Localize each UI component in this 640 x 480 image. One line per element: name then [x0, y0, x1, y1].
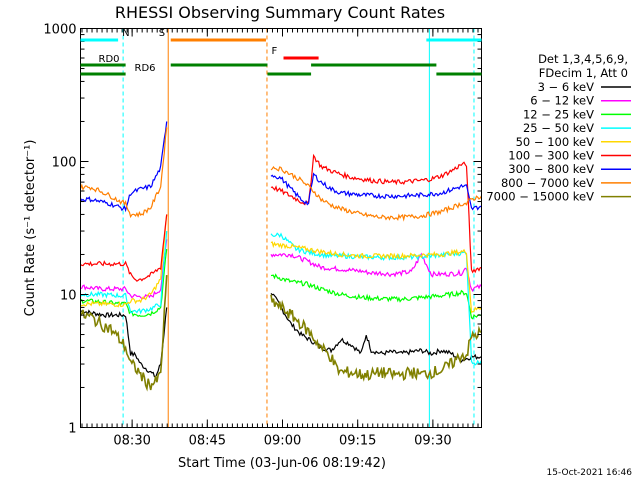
legend-label-12-25-kev: 12 − 25 keV	[523, 107, 594, 121]
legend-label-100-300-kev: 100 − 300 keV	[508, 149, 594, 163]
x-axis-label: Start Time (03-Jun-06 08:19:42)	[178, 456, 386, 471]
legend-label-6-12-kev: 6 − 12 keV	[530, 94, 594, 108]
x-tick-label-4: 09:30	[414, 434, 451, 449]
plot-frame	[80, 28, 482, 428]
series-line-300-800-kev	[80, 121, 482, 213]
legend: Det 1,3,4,5,6,9, FDecim 1, Att 0 3 − 6 k…	[486, 52, 631, 204]
y-axis-label: Count Rate (s⁻¹ detector⁻¹)	[23, 140, 38, 317]
series-line-100-300-kev	[80, 153, 482, 282]
legend-label-300-800-kev: 300 − 800 keV	[508, 162, 594, 176]
series-line-50-100-kev	[80, 214, 482, 314]
legend-label-50-100-kev: 50 − 100 keV	[516, 135, 595, 149]
footer-date: 15-Oct-2021 16:46	[547, 468, 633, 478]
series-line-7000-15000-kev	[80, 275, 482, 392]
state-bar-label-n: N	[122, 28, 129, 39]
state-bar-label-rd6: RD6	[135, 63, 156, 74]
legend-label-25-50-kev: 25 − 50 keV	[523, 121, 594, 135]
x-tick-label-2: 09:00	[264, 434, 301, 449]
x-tick-label-1: 08:45	[189, 434, 226, 449]
y-tick-label-2: 100	[52, 156, 77, 171]
state-bar-label-f: F	[272, 46, 278, 57]
legend-label-3-6-kev: 3 − 6 keV	[538, 80, 595, 94]
state-bar-label-s: S	[159, 28, 165, 39]
series-line-6-12-kev	[80, 239, 482, 300]
y-tick-label-3: 1000	[43, 23, 76, 38]
x-tick-label-3: 09:15	[339, 434, 376, 449]
x-tick-label-0: 08:30	[113, 434, 150, 449]
series-line-800-7000-kev	[80, 127, 482, 222]
chart-title: RHESSI Observing Summary Count Rates	[115, 3, 445, 22]
legend-label-7000-15000-kev: 7000 − 15000 keV	[486, 190, 594, 204]
y-tick-label-0: 1	[68, 422, 76, 437]
state-bar-label-rd0: RD0	[99, 54, 120, 65]
legend-label-800-7000-kev: 800 − 7000 keV	[501, 176, 594, 190]
legend-header-1: Det 1,3,4,5,6,9,	[538, 52, 628, 66]
legend-header-2: FDecim 1, Att 0	[539, 66, 628, 80]
axis-ticks: 08:30 08:45 09:00 09:15 09:30 1 10 100 1000	[43, 23, 482, 449]
y-tick-label-1: 10	[60, 289, 77, 304]
series-line-3-6-kev	[80, 292, 482, 379]
